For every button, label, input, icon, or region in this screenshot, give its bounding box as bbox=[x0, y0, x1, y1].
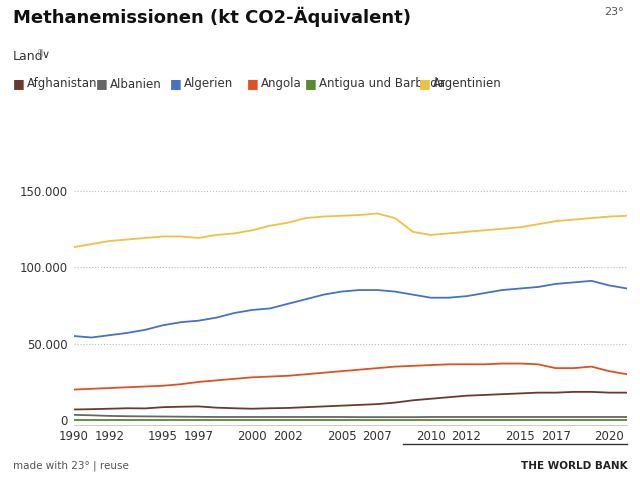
Text: Albanien: Albanien bbox=[110, 77, 162, 91]
Text: ⓘ: ⓘ bbox=[37, 48, 42, 57]
Text: ■: ■ bbox=[170, 77, 181, 91]
Text: Antigua und Barbuda: Antigua und Barbuda bbox=[319, 77, 445, 91]
Text: ■: ■ bbox=[419, 77, 431, 91]
Text: ■: ■ bbox=[13, 77, 24, 91]
Text: Afghanistan: Afghanistan bbox=[27, 77, 97, 91]
Text: ■: ■ bbox=[246, 77, 258, 91]
Text: Land: Land bbox=[13, 50, 44, 63]
Text: Methanemissionen (kt CO2-Äquivalent): Methanemissionen (kt CO2-Äquivalent) bbox=[13, 7, 411, 27]
Text: Algerien: Algerien bbox=[184, 77, 233, 91]
Text: ■: ■ bbox=[305, 77, 316, 91]
Text: ∨: ∨ bbox=[42, 50, 50, 60]
Text: Angola: Angola bbox=[260, 77, 301, 91]
Text: THE WORLD BANK: THE WORLD BANK bbox=[520, 461, 627, 471]
Text: Argentinien: Argentinien bbox=[433, 77, 502, 91]
Text: 23°: 23° bbox=[604, 7, 624, 17]
Text: made with 23° | reuse: made with 23° | reuse bbox=[13, 461, 129, 471]
Text: ■: ■ bbox=[96, 77, 108, 91]
